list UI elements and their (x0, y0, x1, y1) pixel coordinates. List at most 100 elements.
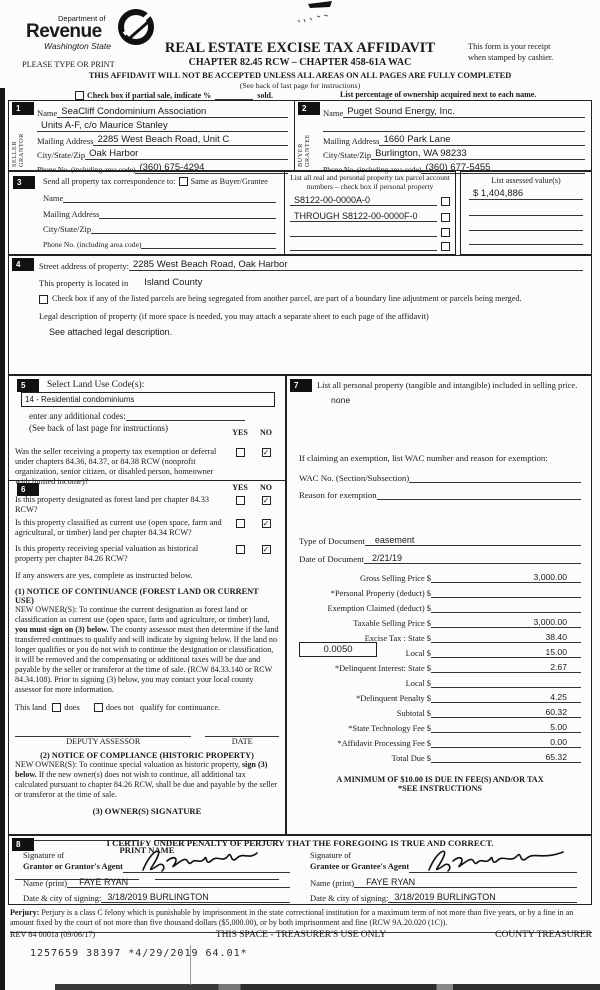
delinquent-interest-local-value[interactable] (431, 686, 581, 688)
segregated-checkbox[interactable] (39, 295, 48, 304)
local-rate-box[interactable]: 0.0050 (299, 641, 377, 657)
parcel-1-personal-checkbox[interactable] (441, 197, 450, 207)
personal-property-deduct-value[interactable] (431, 596, 581, 598)
forest-no-checkbox[interactable]: ✓ (261, 496, 271, 505)
form-title: REAL ESTATE EXCISE TAX AFFIDAVIT (164, 40, 436, 56)
delinquent-interest-local-label: Local $ (405, 678, 431, 688)
current-use-yes-checkbox[interactable] (235, 518, 245, 528)
excise-tax-local-value[interactable]: 15.00 (431, 647, 581, 658)
assessed-value-3[interactable] (469, 220, 583, 231)
parcel-box: List all real and personal property tax … (284, 171, 456, 255)
grantee-name-print-value[interactable]: FAYE RYAN (354, 877, 577, 888)
affidavit-processing-fee-value[interactable]: 0.00 (431, 737, 581, 748)
grantor-name-print-value[interactable]: FAYE RYAN (67, 877, 290, 888)
scan-mark (297, 1, 332, 23)
seller-phone-value[interactable]: (360) 675-4294 (135, 162, 288, 174)
gross-selling-price-label: Gross Selling Price $ (360, 573, 431, 583)
grantee-signature-line[interactable] (409, 850, 577, 873)
historic-no-checkbox[interactable]: ✓ (261, 544, 271, 554)
type-of-document-value[interactable]: easement (364, 535, 581, 546)
forest-yes-checkbox[interactable] (235, 496, 245, 505)
if-yes-instruction: If any answers are yes, complete as inst… (15, 570, 193, 580)
owner-print-line-2[interactable] (155, 871, 279, 881)
deputy-date-line[interactable] (205, 726, 279, 737)
does-not-checkbox[interactable] (93, 703, 103, 712)
perjury-paragraph: Perjury: Perjury is a class C felony whi… (10, 908, 592, 933)
parcel-number-1[interactable]: S8122-00-0000A-0 (290, 195, 437, 207)
state-technology-fee-value[interactable]: 5.00 (431, 722, 581, 733)
buyer-phone-value[interactable]: (360) 677-5455 (421, 162, 585, 174)
same-as-label: Same as Buyer/Grantee (190, 177, 268, 186)
parcel-number-3[interactable] (290, 226, 437, 238)
grantor-date-city-value[interactable]: 3/18/2019 BURLINGTON (101, 892, 290, 903)
wac-field[interactable] (409, 472, 581, 483)
buyer-city-value[interactable]: Burlington, WA 98233 (371, 148, 585, 160)
assessed-value-4[interactable] (469, 234, 583, 245)
legal-description-value[interactable]: See attached legal description. (49, 327, 173, 337)
assessed-value-2[interactable] (469, 205, 583, 216)
reason-field[interactable] (376, 489, 581, 500)
total-due-value[interactable]: 65.32 (431, 752, 581, 763)
owner-signature-line-1[interactable] (15, 832, 139, 842)
street-address-value[interactable]: 2285 West Beach Road, Oak Harbor (128, 259, 583, 271)
parcel-number-2[interactable]: THROUGH S8122-00-0000F-0 (290, 211, 437, 223)
buyer-name-value[interactable]: Puget Sound Energy, Inc. (343, 106, 585, 118)
historic-question: Is this property receiving special valua… (15, 543, 199, 563)
section6-yesno-header: YES NO (232, 483, 272, 492)
corr-phone-field[interactable] (141, 238, 276, 249)
gross-selling-price-value[interactable]: 3,000.00 (431, 572, 581, 583)
land-use-code-select[interactable]: 14 - Residential condominiums (21, 392, 275, 407)
exemption-claimed-value[interactable] (431, 611, 581, 613)
buyer-name2-field[interactable] (323, 121, 585, 132)
deputy-assessor-label: DEPUTY ASSESSOR (66, 737, 141, 746)
seller-name-value[interactable]: SeaCliff Condominium Association (57, 106, 288, 118)
delinquent-penalty-value[interactable]: 4.25 (431, 692, 581, 703)
corr-city-label: City/State/Zip (43, 224, 92, 234)
parcel-4-personal-checkbox[interactable] (441, 242, 450, 252)
same-as-buyer-checkbox[interactable] (178, 177, 188, 186)
date-of-document-value[interactable]: 2/21/19 (363, 553, 581, 564)
parcel-2-personal-checkbox[interactable] (441, 213, 450, 223)
see-back-label: (See back of last page for instructions) (29, 423, 168, 433)
deputy-assessor-sig-line[interactable] (15, 726, 192, 737)
parcel-3-personal-checkbox[interactable] (441, 228, 450, 238)
seller-city-value[interactable]: Oak Harbor (85, 148, 288, 160)
taxable-selling-price-value[interactable]: 3,000.00 (431, 617, 581, 628)
exemption-yes-checkbox[interactable] (235, 448, 245, 457)
current-use-no-checkbox[interactable]: ✓ (261, 518, 271, 528)
corr-name-field[interactable] (63, 192, 276, 203)
seller-side-label: SELLER GRANTOR (11, 133, 25, 167)
logo-dept-of: Department of (58, 14, 106, 23)
exemption-no-checkbox[interactable]: ✓ (261, 448, 271, 457)
buyer-mailing-value[interactable]: 1660 Park Lane (379, 134, 585, 146)
seller-name2-value[interactable]: Units A-F, c/o Maurice Stanley (37, 120, 288, 132)
partial-sale-checkbox[interactable] (75, 90, 84, 100)
corr-phone-label: Phone No. (including area code) (43, 240, 142, 249)
additional-codes-field[interactable] (125, 410, 245, 421)
notice-compliance-body: NEW OWNER(S): To continue special valuat… (15, 760, 277, 800)
segregated-label: Check box if any of the listed parcels a… (52, 294, 522, 303)
located-in-value[interactable]: Island County (144, 277, 203, 288)
corr-city-field[interactable] (91, 223, 276, 234)
assessed-value-1[interactable]: $ 1,404,886 (469, 188, 583, 200)
seller-mailing-value[interactable]: 2285 West Beach Road, Unit C (93, 134, 288, 146)
buyer-name-label: Name (323, 108, 344, 118)
wac-label: WAC No. (Section/Subsection) (299, 472, 410, 483)
corr-mailing-field[interactable] (99, 208, 276, 219)
owner-signature-line-2[interactable] (155, 832, 279, 842)
located-in-label: This property is located in (39, 278, 129, 288)
subtotal-value[interactable]: 60.32 (431, 707, 581, 718)
certify-statement: I CERTIFY UNDER PENALTY OF PERJURY THAT … (106, 838, 494, 848)
historic-yes-checkbox[interactable] (235, 544, 245, 554)
delinquent-interest-state-value[interactable]: 2.67 (431, 662, 581, 673)
grantor-signature-line[interactable] (122, 850, 290, 873)
does-checkbox[interactable] (52, 703, 62, 712)
personal-property-value[interactable]: none (331, 394, 351, 405)
excise-tax-state-value[interactable]: 38.40 (431, 632, 581, 643)
partial-sale-percent-field[interactable] (215, 90, 254, 100)
owner-print-line-1[interactable] (15, 871, 139, 881)
parcel-number-4[interactable] (290, 240, 437, 252)
grantee-date-city-value[interactable]: 3/18/2019 BURLINGTON (388, 892, 577, 903)
grantor-sig-label-1: Signature of (23, 851, 65, 861)
